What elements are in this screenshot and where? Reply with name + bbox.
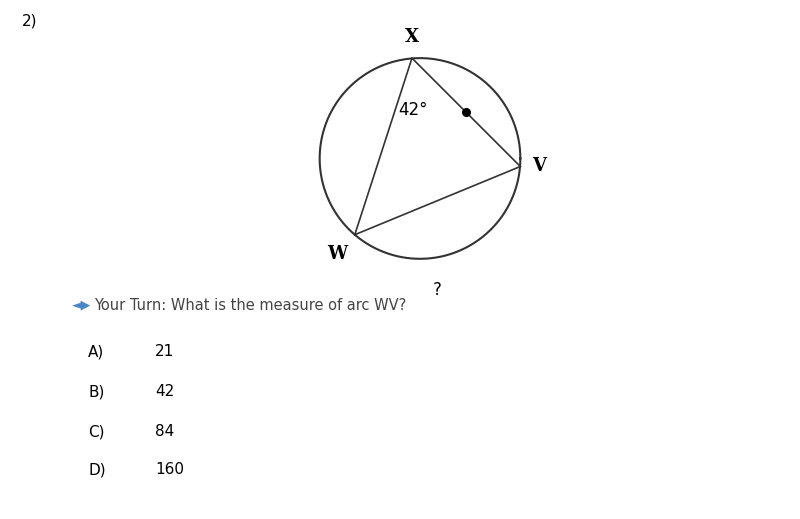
Text: 2): 2) [22, 14, 38, 29]
Text: 42°: 42° [398, 101, 427, 119]
Text: C): C) [88, 425, 105, 440]
Text: 160: 160 [155, 462, 184, 477]
Text: 42: 42 [155, 385, 174, 400]
Text: D): D) [88, 462, 106, 477]
Text: V: V [532, 157, 546, 175]
Text: Your Turn: What is the measure of arc WV?: Your Turn: What is the measure of arc WV… [94, 297, 406, 312]
Text: 84: 84 [155, 425, 174, 440]
Text: ?: ? [433, 281, 442, 299]
Text: ◄▶: ◄▶ [72, 298, 91, 311]
Text: B): B) [88, 385, 104, 400]
Text: X: X [405, 28, 419, 46]
Text: W: W [326, 245, 346, 263]
Text: 21: 21 [155, 345, 174, 360]
Text: A): A) [88, 345, 104, 360]
